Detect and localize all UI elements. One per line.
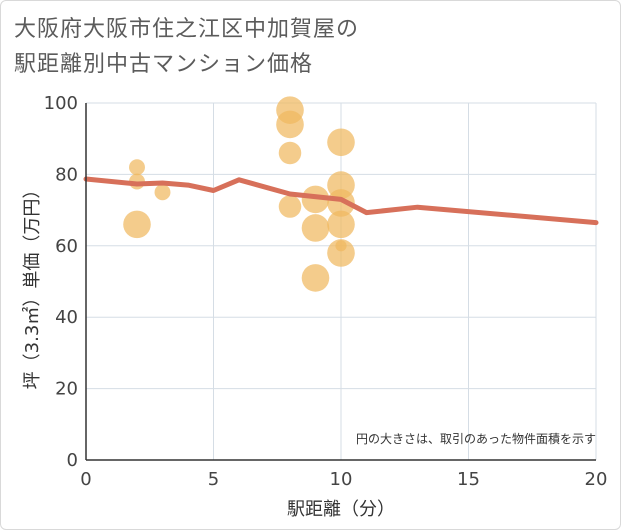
bubble-point: [327, 239, 355, 267]
bubble-point: [276, 110, 304, 139]
y-axis-title: 坪（3.3㎡）単価（万円）: [21, 181, 43, 390]
bubble-size-note: 円の大きさは、取引のあった物件面積を示す: [356, 431, 596, 446]
x-tick-label: 0: [80, 469, 91, 490]
bubble-point: [301, 185, 330, 214]
y-tick-label: 0: [67, 450, 78, 471]
bubble-point: [278, 141, 302, 165]
y-tick-label: 60: [55, 236, 78, 257]
bubble-point: [327, 210, 355, 239]
bubble-point: [154, 184, 171, 201]
title-line-1: 大阪府大阪市住之江区中加賀屋の: [14, 17, 360, 42]
bubble-series: [123, 96, 355, 292]
axes: [85, 103, 596, 461]
bubble-point: [123, 210, 151, 239]
bubble-point: [129, 159, 145, 176]
bubble-point: [327, 189, 355, 217]
average-price-line: [83, 176, 599, 226]
x-tick-label: 5: [208, 469, 219, 490]
y-tick-label: 20: [55, 379, 78, 400]
x-axis-title: 駅距離（分）: [287, 499, 395, 520]
bubble-point: [327, 128, 355, 157]
x-tick-label: 20: [585, 469, 608, 490]
x-tick-label: 15: [457, 469, 480, 490]
y-tick-label: 80: [55, 164, 78, 185]
bubble-point: [301, 214, 330, 242]
bubble-point: [301, 264, 330, 292]
bubble-point: [278, 195, 302, 218]
y-tick-label: 100: [44, 93, 78, 114]
y-tick-label: 40: [55, 307, 78, 328]
trend-series: [83, 176, 599, 226]
grid-lines: [86, 102, 597, 460]
tick-labels: 0 5 10 15 20 0 20 40 60 80 100: [44, 93, 608, 490]
x-tick-label: 10: [330, 469, 353, 490]
title-line-2: 駅距離別中古マンション価格: [14, 52, 314, 77]
chart-title: 大阪府大阪市住之江区中加賀屋の 駅距離別中古マンション価格: [14, 12, 574, 82]
